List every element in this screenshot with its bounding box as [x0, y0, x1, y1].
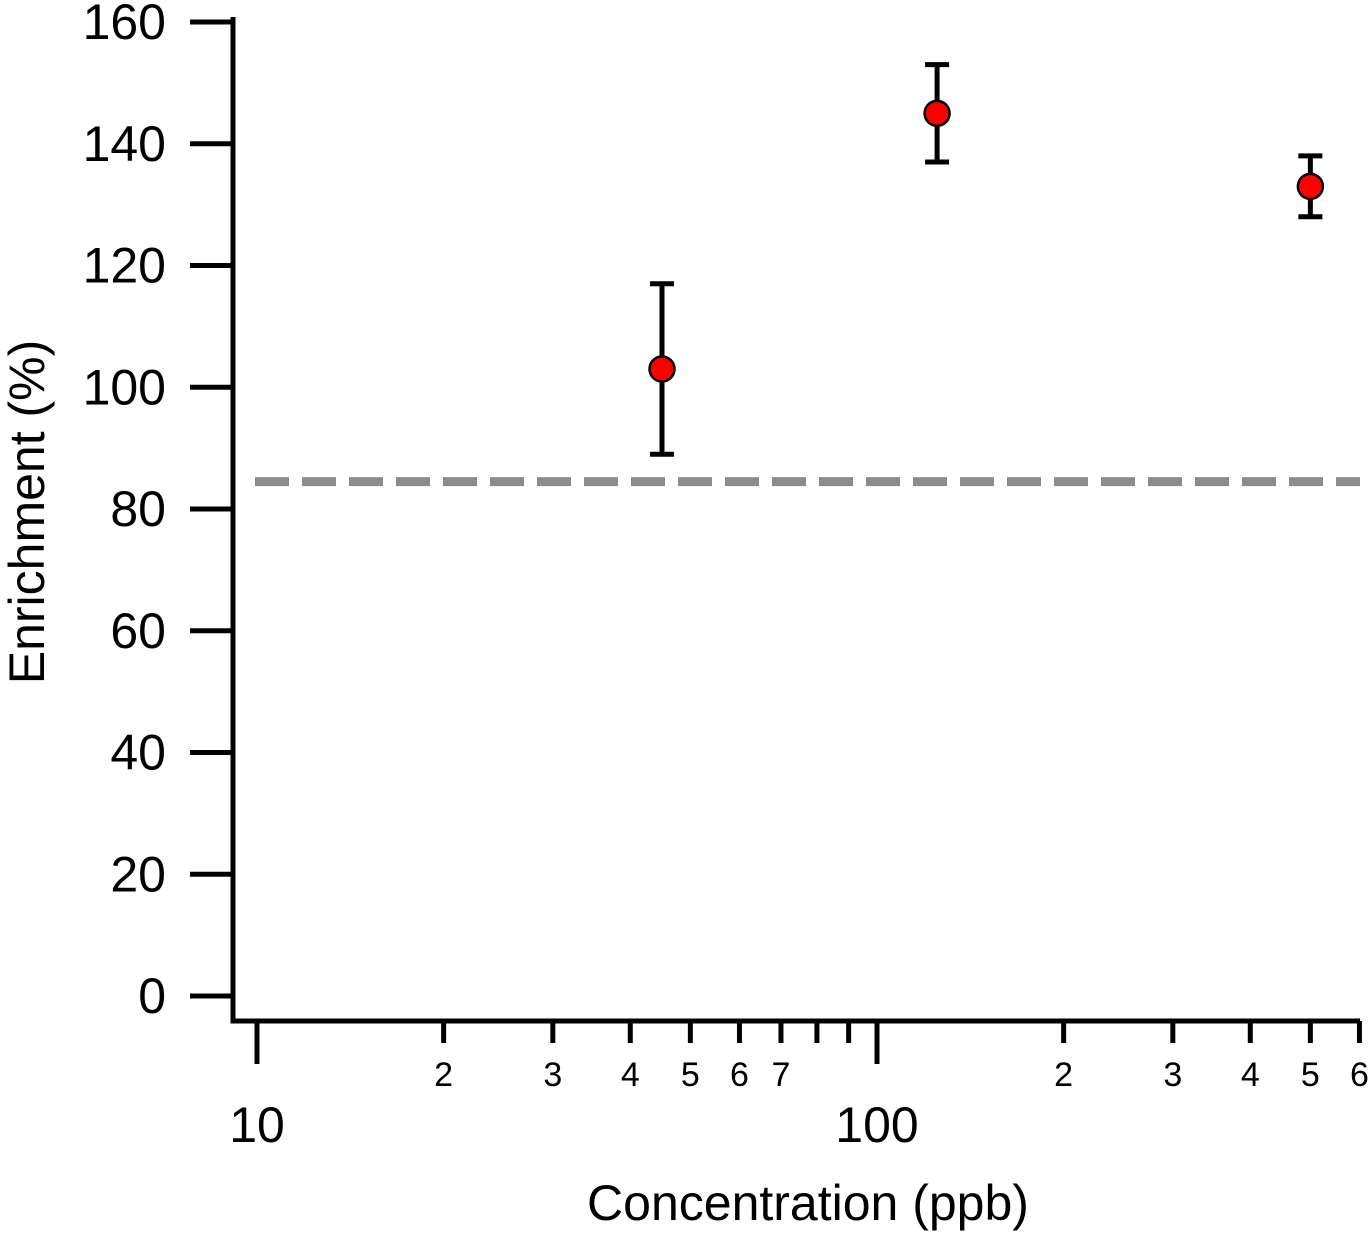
axes: [230, 17, 1360, 1024]
data-points: [648, 62, 1325, 457]
x-minor-tick-label: 4: [1241, 1056, 1260, 1094]
y-tick-label: 20: [110, 846, 166, 902]
y-tick-label: 160: [83, 0, 166, 50]
y-tick-label: 0: [138, 968, 166, 1024]
data-point: [923, 99, 951, 128]
x-axis-title: Concentration (ppb): [587, 1175, 1029, 1231]
x-minor-tick-label: 5: [1301, 1056, 1320, 1094]
x-minor-tick-label: 6: [1350, 1056, 1369, 1094]
x-minor-tick-label: 2: [434, 1056, 453, 1094]
data-point: [648, 355, 676, 383]
x-minor-tick-label: 6: [730, 1056, 749, 1094]
x-minor-tick-label: 3: [1163, 1056, 1182, 1094]
x-minor-tick-label: 7: [771, 1056, 790, 1094]
y-tick-label: 120: [83, 238, 166, 294]
y-tick-label: 80: [110, 481, 166, 537]
y-tick-label: 100: [83, 359, 166, 415]
y-tick-label: 140: [83, 116, 166, 172]
x-minor-tick-label: 3: [543, 1056, 562, 1094]
y-tick-label: 40: [110, 725, 166, 781]
x-minor-tick-label: 5: [681, 1056, 700, 1094]
x-minor-tick-label: 4: [621, 1056, 640, 1094]
y-tick-label: 60: [110, 603, 166, 659]
x-major-tick-label: 10: [229, 1097, 285, 1153]
x-minor-tick-label: 2: [1054, 1056, 1073, 1094]
y-axis-title: Enrichment (%): [0, 340, 55, 685]
y-ticks: 0 20 40 60 80 100 120 140 160: [83, 0, 233, 1024]
data-point: [1296, 172, 1325, 201]
x-major-tick-label: 100: [835, 1097, 918, 1153]
